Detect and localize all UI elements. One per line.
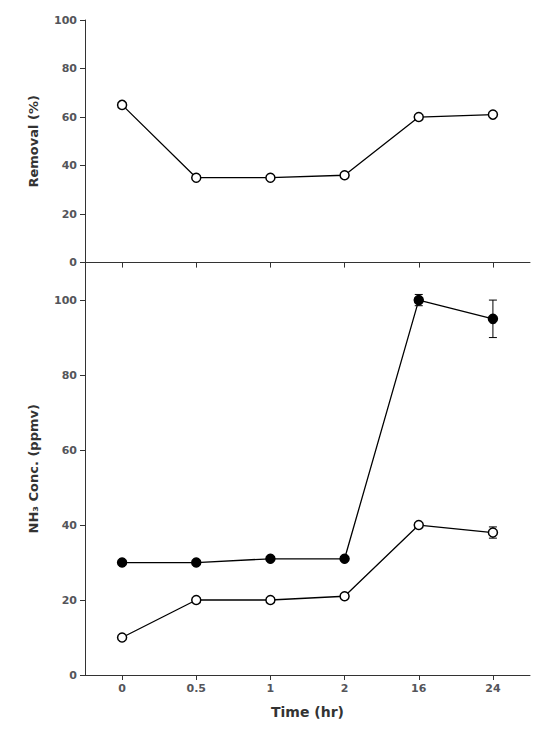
svg-text:80: 80	[62, 369, 78, 382]
svg-text:0: 0	[118, 682, 126, 695]
svg-text:100: 100	[54, 14, 77, 27]
svg-text:0: 0	[69, 256, 77, 269]
svg-text:0.5: 0.5	[187, 682, 207, 695]
svg-text:40: 40	[62, 159, 78, 172]
svg-text:Removal (%): Removal (%)	[26, 95, 41, 187]
svg-text:60: 60	[62, 111, 78, 124]
svg-text:20: 20	[62, 208, 78, 221]
svg-text:0: 0	[69, 669, 77, 682]
svg-text:1: 1	[267, 682, 275, 695]
svg-text:NH₃ Conc. (ppmv): NH₃ Conc. (ppmv)	[26, 404, 41, 533]
svg-text:Time (hr): Time (hr)	[271, 704, 344, 720]
svg-text:100: 100	[54, 294, 77, 307]
svg-text:16: 16	[411, 682, 427, 695]
svg-text:2: 2	[341, 682, 349, 695]
svg-text:20: 20	[62, 594, 78, 607]
svg-text:24: 24	[485, 682, 501, 695]
svg-text:60: 60	[62, 444, 78, 457]
svg-text:80: 80	[62, 62, 78, 75]
svg-text:40: 40	[62, 519, 78, 532]
